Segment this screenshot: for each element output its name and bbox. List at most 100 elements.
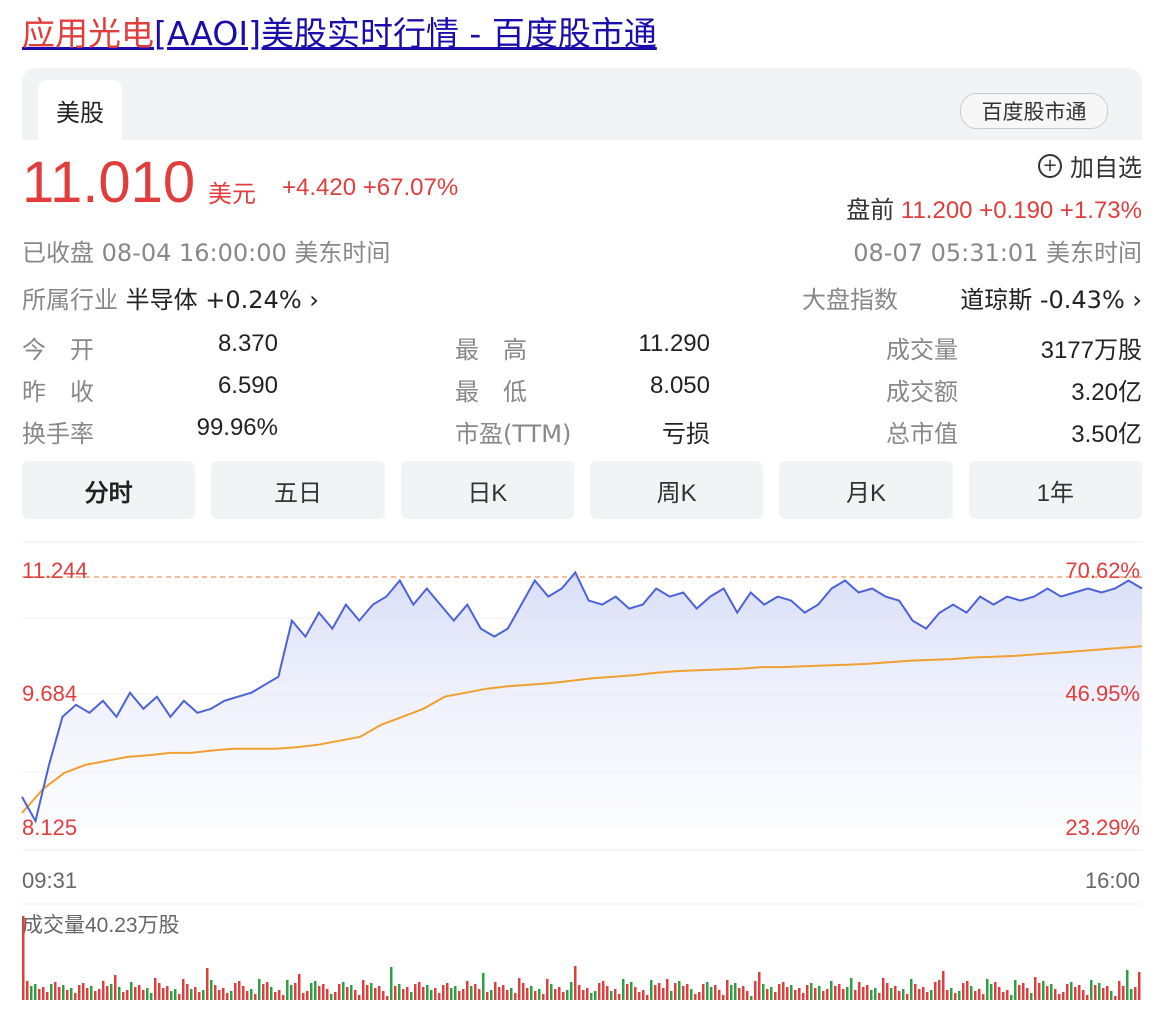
- brand-button[interactable]: 百度股市通: [960, 93, 1108, 129]
- volume-bar: [1102, 988, 1105, 1000]
- tab-weekly-k[interactable]: 周K: [589, 461, 764, 519]
- volume-bar: [450, 988, 453, 1000]
- volume-bar: [510, 988, 513, 1000]
- volume-bar: [590, 993, 593, 1000]
- x-tick-end: 16:00: [1085, 868, 1140, 893]
- volume-bar: [66, 990, 69, 1000]
- premarket-label: 盘前: [846, 197, 895, 224]
- index-value: 道琼斯 -0.43%: [960, 286, 1125, 314]
- volume-bar: [46, 992, 49, 1000]
- volume-bar: [886, 983, 889, 1000]
- volume-bar: [274, 992, 277, 1000]
- tab-intraday[interactable]: 分时: [22, 461, 196, 519]
- volume-bar: [898, 991, 901, 1000]
- volume-bar: [198, 992, 201, 1000]
- volume-bar: [530, 986, 533, 1000]
- currency-label: 美元: [208, 180, 256, 208]
- volume-bar: [334, 992, 337, 1000]
- volume-bar: [314, 981, 317, 1000]
- volume-bar: [322, 984, 325, 1000]
- volume-bar: [330, 994, 333, 1000]
- stat-value: 99.96%: [196, 414, 278, 441]
- chevron-right-icon: ›: [309, 286, 319, 314]
- volume-bar: [646, 995, 649, 1000]
- period-tabs: 分时 五日 日K 周K 月K 1年: [22, 461, 1142, 519]
- industry-link[interactable]: 所属行业 半导体 +0.24% ›: [22, 280, 319, 315]
- volume-bar: [50, 984, 53, 1000]
- tab-daily-k[interactable]: 日K: [400, 461, 574, 519]
- volume-bar: [726, 980, 729, 1000]
- industry-label: 所属行业: [22, 286, 118, 314]
- volume-bar: [266, 982, 269, 1000]
- add-watchlist-button[interactable]: + 加自选: [1038, 148, 1142, 183]
- volume-bar: [754, 981, 757, 1000]
- volume-bar: [122, 992, 125, 1000]
- volume-bar: [766, 989, 769, 1000]
- volume-bar: [666, 979, 669, 1000]
- volume-bar: [782, 982, 785, 1000]
- volume-bar: [102, 981, 105, 1000]
- tab-us-stock[interactable]: 美股: [38, 80, 122, 140]
- volume-bar: [34, 984, 37, 1000]
- volume-bar: [114, 975, 117, 1000]
- volume-bar: [626, 984, 629, 1000]
- volume-bar: [342, 982, 345, 1000]
- volume-bar: [294, 983, 297, 1000]
- volume-bar: [278, 990, 281, 1000]
- volume-bar: [86, 988, 89, 1000]
- x-tick-start: 09:31: [22, 868, 77, 893]
- volume-bar: [806, 985, 809, 1000]
- volume-bar: [746, 991, 749, 1000]
- volume-bar: [110, 984, 113, 1000]
- volume-bar: [798, 988, 801, 1000]
- volume-bar: [966, 981, 969, 1000]
- volume-bar: [970, 986, 973, 1000]
- volume-bar: [454, 986, 457, 1000]
- volume-bar: [942, 971, 945, 1000]
- tab-monthly-k[interactable]: 月K: [779, 461, 953, 519]
- volume-bar: [1082, 990, 1085, 1000]
- volume-bar: [22, 916, 25, 1000]
- premarket-time: 08-07 05:31:01 美东时间: [853, 239, 1142, 267]
- volume-bar: [1022, 983, 1025, 1000]
- volume-bar: [518, 978, 521, 1000]
- volume-bar: [366, 985, 369, 1000]
- volume-bar: [494, 982, 497, 1000]
- index-link[interactable]: 道琼斯 -0.43% ›: [960, 280, 1142, 315]
- page-title[interactable]: 应用光电[AAOI]美股实时行情 - 百度股市通: [22, 14, 657, 53]
- volume-bar: [638, 992, 641, 1000]
- volume-bar: [346, 987, 349, 1000]
- volume-bar: [478, 989, 481, 1000]
- volume-bar: [602, 981, 605, 1000]
- volume-bar: [222, 988, 225, 1000]
- volume-bar: [218, 990, 221, 1000]
- volume-bar: [990, 984, 993, 1000]
- tab-one-year[interactable]: 1年: [968, 461, 1142, 519]
- volume-bar: [938, 980, 941, 1000]
- volume-bar: [106, 986, 109, 1000]
- quote-card-header: [22, 68, 1142, 140]
- volume-bar: [130, 982, 133, 1000]
- stat-label: 最 高: [455, 336, 527, 364]
- intraday-chart[interactable]: 11.244 9.684 8.125 70.62% 46.95% 23.29% …: [0, 530, 1166, 1014]
- volume-bar: [846, 987, 849, 1000]
- volume-bar: [1130, 989, 1133, 1000]
- volume-bar: [698, 992, 701, 1000]
- volume-bar: [526, 988, 529, 1000]
- volume-bar: [922, 987, 925, 1000]
- volume-bar: [994, 982, 997, 1000]
- volume-bar: [622, 979, 625, 1000]
- volume-bar: [406, 987, 409, 1000]
- tab-five-day[interactable]: 五日: [211, 461, 385, 519]
- stat-value: 11.290: [638, 330, 710, 357]
- volume-bar: [78, 985, 81, 1000]
- volume-bar: [1050, 984, 1053, 1000]
- volume-bar: [890, 988, 893, 1000]
- volume-bar: [802, 993, 805, 1000]
- volume-bar: [502, 985, 505, 1000]
- volume-bar: [150, 993, 153, 1000]
- stat-label: 昨 收: [22, 378, 94, 406]
- volume-bar: [26, 981, 29, 1000]
- price-change: +4.420 +67.07%: [282, 174, 459, 201]
- volume-bar: [306, 991, 309, 1000]
